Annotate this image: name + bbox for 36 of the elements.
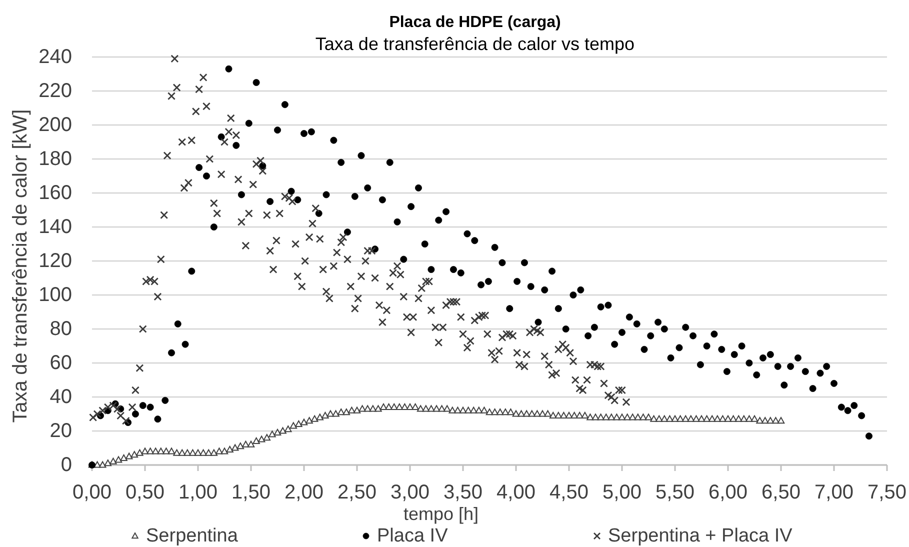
y-tick-label: 120 <box>38 250 72 272</box>
x-tick-label: 7,50 <box>868 481 906 504</box>
x-tick-label: 7,00 <box>814 481 854 504</box>
x-axis-title: tempo [h] <box>403 504 479 524</box>
y-tick-label: 180 <box>38 148 72 170</box>
x-tick-label: 5,00 <box>602 481 642 504</box>
y-tick-label: 160 <box>38 182 72 204</box>
y-tick-label: 100 <box>38 284 72 306</box>
x-tick-label: 4,00 <box>496 481 536 504</box>
y-tick-label: 140 <box>38 216 72 238</box>
y-tick-label: 60 <box>50 352 72 374</box>
legend-label: Serpentina + Placa IV <box>608 526 793 546</box>
x-tick-label: 1,00 <box>178 481 218 504</box>
y-tick-label: 0 <box>60 454 72 476</box>
legend-label: Serpentina <box>146 526 238 546</box>
x-tick-label: 5,50 <box>656 481 694 504</box>
y-tick-label: 220 <box>38 80 72 102</box>
y-axis-title: Taxa de transferência de calor [kW] <box>9 109 32 423</box>
x-tick-label: 2,00 <box>284 481 324 504</box>
x-tick-label: 4,50 <box>550 481 588 504</box>
x-tick-label: 3,50 <box>444 481 482 504</box>
x-tick-label: 1,50 <box>232 481 270 504</box>
y-tick-label: 240 <box>38 46 72 68</box>
chart-subtitle: Taxa de transferência de calor vs tempo <box>315 34 635 54</box>
legend-label: Placa IV <box>377 526 448 546</box>
y-tick-label: 80 <box>50 318 72 340</box>
x-tick-label: 6,50 <box>762 481 800 504</box>
y-tick-label: 40 <box>50 386 72 408</box>
x-tick-label: 6,00 <box>708 481 748 504</box>
y-tick-label: 20 <box>50 420 72 442</box>
x-tick-label: 0,00 <box>72 481 112 504</box>
y-tick-label: 200 <box>38 114 72 136</box>
x-tick-label: 2,50 <box>338 481 376 504</box>
x-tick-label: 0,50 <box>126 481 164 504</box>
x-tick-label: 3,00 <box>390 481 430 504</box>
chart-title: Placa de HDPE (carga) <box>389 14 561 32</box>
